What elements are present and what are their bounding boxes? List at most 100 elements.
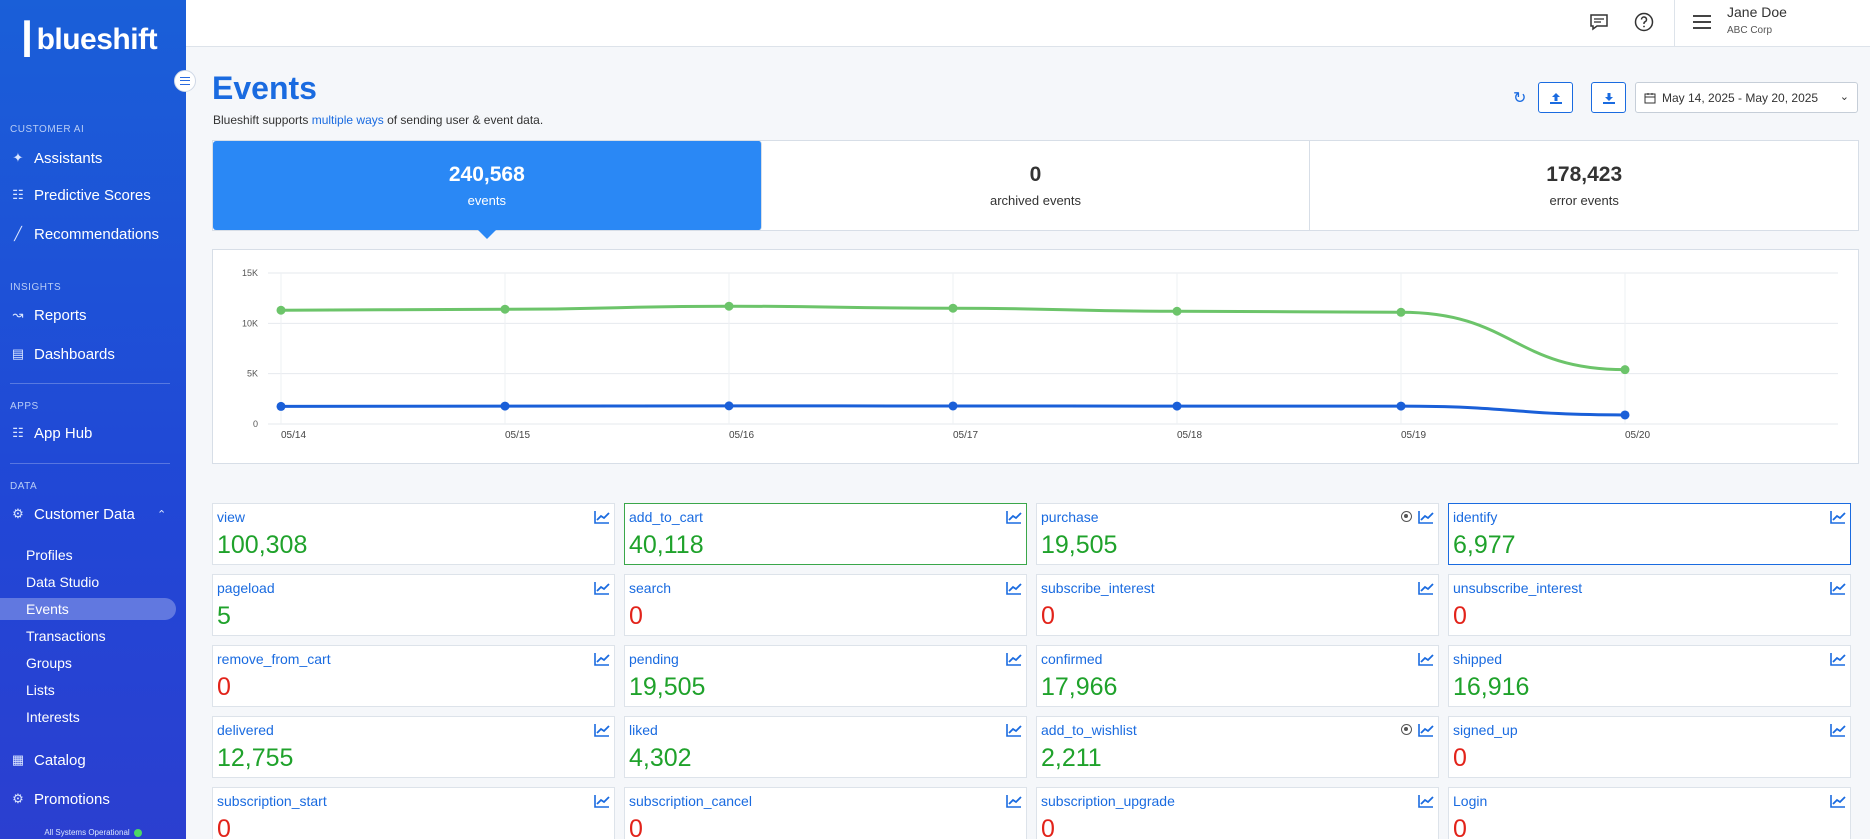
sidebar-subitem-profiles[interactable]: Profiles bbox=[26, 547, 73, 563]
event-tile-name[interactable]: liked bbox=[629, 722, 658, 738]
data-point[interactable] bbox=[1396, 307, 1406, 317]
event-tile[interactable]: pageload 5 bbox=[212, 574, 615, 636]
upload-button[interactable] bbox=[1538, 82, 1573, 113]
event-tile-name[interactable]: Login bbox=[1453, 793, 1488, 809]
trend-chart-icon[interactable] bbox=[1418, 581, 1434, 595]
event-tile-name[interactable]: pageload bbox=[217, 580, 275, 596]
event-tile-name[interactable]: subscription_cancel bbox=[629, 793, 752, 809]
sidebar-subitem-data-studio[interactable]: Data Studio bbox=[26, 574, 100, 590]
data-point[interactable] bbox=[1396, 401, 1406, 411]
trend-chart-icon[interactable] bbox=[1418, 510, 1434, 524]
trend-chart-icon[interactable] bbox=[1830, 581, 1846, 595]
event-tile-name[interactable]: remove_from_cart bbox=[217, 651, 331, 667]
trend-chart-icon[interactable] bbox=[1006, 510, 1022, 524]
event-tile[interactable]: signed_up 0 bbox=[1448, 716, 1851, 778]
stat-archived-events[interactable]: 0 archived events bbox=[762, 141, 1311, 230]
stat-events[interactable]: 240,568 events bbox=[213, 141, 762, 239]
event-tile[interactable]: purchase 19,505 bbox=[1036, 503, 1439, 565]
sidebar-item-recommendations[interactable]: ╱ Recommendations bbox=[10, 222, 159, 246]
event-tile[interactable]: unsubscribe_interest 0 bbox=[1448, 574, 1851, 636]
event-tile[interactable]: subscription_start 0 bbox=[212, 787, 615, 839]
sidebar-subitem-events[interactable]: Events bbox=[0, 598, 176, 620]
event-tile-name[interactable]: identify bbox=[1453, 509, 1498, 525]
event-tile[interactable]: liked 4,302 bbox=[624, 716, 1027, 778]
trend-chart-icon[interactable] bbox=[1006, 652, 1022, 666]
event-tile[interactable]: search 0 bbox=[624, 574, 1027, 636]
data-point[interactable] bbox=[948, 401, 958, 411]
system-status[interactable]: All Systems Operational bbox=[0, 828, 186, 837]
data-point[interactable] bbox=[1620, 365, 1630, 375]
sidebar-subitem-groups[interactable]: Groups bbox=[26, 655, 72, 671]
sidebar-subitem-interests[interactable]: Interests bbox=[26, 709, 80, 725]
data-point[interactable] bbox=[500, 304, 510, 314]
event-tile-name[interactable]: confirmed bbox=[1041, 651, 1103, 667]
sidebar-item-reports[interactable]: ↝ Reports bbox=[10, 303, 87, 327]
event-tile-name[interactable]: subscription_start bbox=[217, 793, 327, 809]
sidebar-item-dashboards[interactable]: ▤ Dashboards bbox=[10, 342, 115, 366]
chat-icon[interactable] bbox=[1588, 11, 1610, 33]
stat-error-events[interactable]: 178,423 error events bbox=[1310, 141, 1858, 230]
data-point[interactable] bbox=[1172, 401, 1182, 411]
event-tile[interactable]: add_to_cart 40,118 bbox=[624, 503, 1027, 565]
date-range-picker[interactable]: May 14, 2025 - May 20, 2025 ⌄ bbox=[1635, 82, 1858, 113]
target-icon[interactable] bbox=[1401, 511, 1412, 522]
event-tile[interactable]: subscription_upgrade 0 bbox=[1036, 787, 1439, 839]
trend-chart-icon[interactable] bbox=[1006, 723, 1022, 737]
event-tile[interactable]: shipped 16,916 bbox=[1448, 645, 1851, 707]
event-tile-name[interactable]: signed_up bbox=[1453, 722, 1518, 738]
sidebar-item-predictive-scores[interactable]: ☷ Predictive Scores bbox=[10, 183, 151, 207]
trend-chart-icon[interactable] bbox=[1830, 652, 1846, 666]
user-menu[interactable]: Jane Doe ABC Corp bbox=[1674, 0, 1870, 47]
event-tile[interactable]: identify 6,977 bbox=[1448, 503, 1851, 565]
trend-chart-icon[interactable] bbox=[1006, 794, 1022, 808]
event-tile-name[interactable]: subscription_upgrade bbox=[1041, 793, 1175, 809]
sidebar-item-assistants[interactable]: ✦ Assistants bbox=[10, 146, 103, 170]
trend-chart-icon[interactable] bbox=[1418, 723, 1434, 737]
target-icon[interactable] bbox=[1401, 724, 1412, 735]
event-tile-name[interactable]: add_to_cart bbox=[629, 509, 703, 525]
event-tile[interactable]: view 100,308 bbox=[212, 503, 615, 565]
event-tile-name[interactable]: unsubscribe_interest bbox=[1453, 580, 1583, 596]
trend-chart-icon[interactable] bbox=[594, 510, 610, 524]
sidebar-collapse-button[interactable] bbox=[174, 70, 196, 92]
sidebar-item-promotions[interactable]: ⚙ Promotions bbox=[10, 787, 110, 811]
event-tile-name[interactable]: delivered bbox=[217, 722, 274, 738]
data-point[interactable] bbox=[724, 401, 734, 411]
trend-chart-icon[interactable] bbox=[594, 652, 610, 666]
trend-chart-icon[interactable] bbox=[1418, 652, 1434, 666]
event-tile-name[interactable]: subscribe_interest bbox=[1041, 580, 1155, 596]
event-tile[interactable]: confirmed 17,966 bbox=[1036, 645, 1439, 707]
event-tile-name[interactable]: shipped bbox=[1453, 651, 1503, 667]
trend-chart-icon[interactable] bbox=[1830, 794, 1846, 808]
trend-chart-icon[interactable] bbox=[594, 581, 610, 595]
help-icon[interactable] bbox=[1633, 11, 1655, 33]
event-tile-name[interactable]: pending bbox=[629, 651, 679, 667]
data-point[interactable] bbox=[724, 301, 734, 311]
event-tile[interactable]: subscribe_interest 0 bbox=[1036, 574, 1439, 636]
data-point[interactable] bbox=[500, 401, 510, 411]
data-point[interactable] bbox=[1172, 306, 1182, 316]
data-point[interactable] bbox=[276, 305, 286, 315]
sidebar-item-catalog[interactable]: ▦ Catalog bbox=[10, 748, 86, 772]
event-tile-name[interactable]: add_to_wishlist bbox=[1041, 722, 1137, 738]
chevron-up-icon[interactable]: ⌃ bbox=[157, 509, 167, 521]
event-tile[interactable]: subscription_cancel 0 bbox=[624, 787, 1027, 839]
sidebar-subitem-transactions[interactable]: Transactions bbox=[26, 628, 106, 644]
trend-chart-icon[interactable] bbox=[594, 794, 610, 808]
download-button[interactable] bbox=[1591, 82, 1626, 113]
event-tile-name[interactable]: purchase bbox=[1041, 509, 1099, 525]
event-tile[interactable]: pending 19,505 bbox=[624, 645, 1027, 707]
data-point[interactable] bbox=[276, 401, 286, 411]
sidebar-subitem-lists[interactable]: Lists bbox=[26, 682, 55, 698]
trend-chart-icon[interactable] bbox=[594, 723, 610, 737]
event-tile-name[interactable]: view bbox=[217, 509, 246, 525]
trend-chart-icon[interactable] bbox=[1830, 723, 1846, 737]
trend-chart-icon[interactable] bbox=[1418, 794, 1434, 808]
trend-chart-icon[interactable] bbox=[1006, 581, 1022, 595]
event-tile[interactable]: add_to_wishlist 2,211 bbox=[1036, 716, 1439, 778]
sidebar-item-app-hub[interactable]: ☷ App Hub bbox=[10, 421, 92, 445]
blueshift-logo[interactable]: ┃blueshift bbox=[18, 23, 158, 56]
data-point[interactable] bbox=[948, 303, 958, 313]
refresh-icon[interactable]: ↻ bbox=[1513, 90, 1527, 107]
sidebar-item-customer-data[interactable]: ⚙ Customer Data bbox=[10, 502, 135, 526]
